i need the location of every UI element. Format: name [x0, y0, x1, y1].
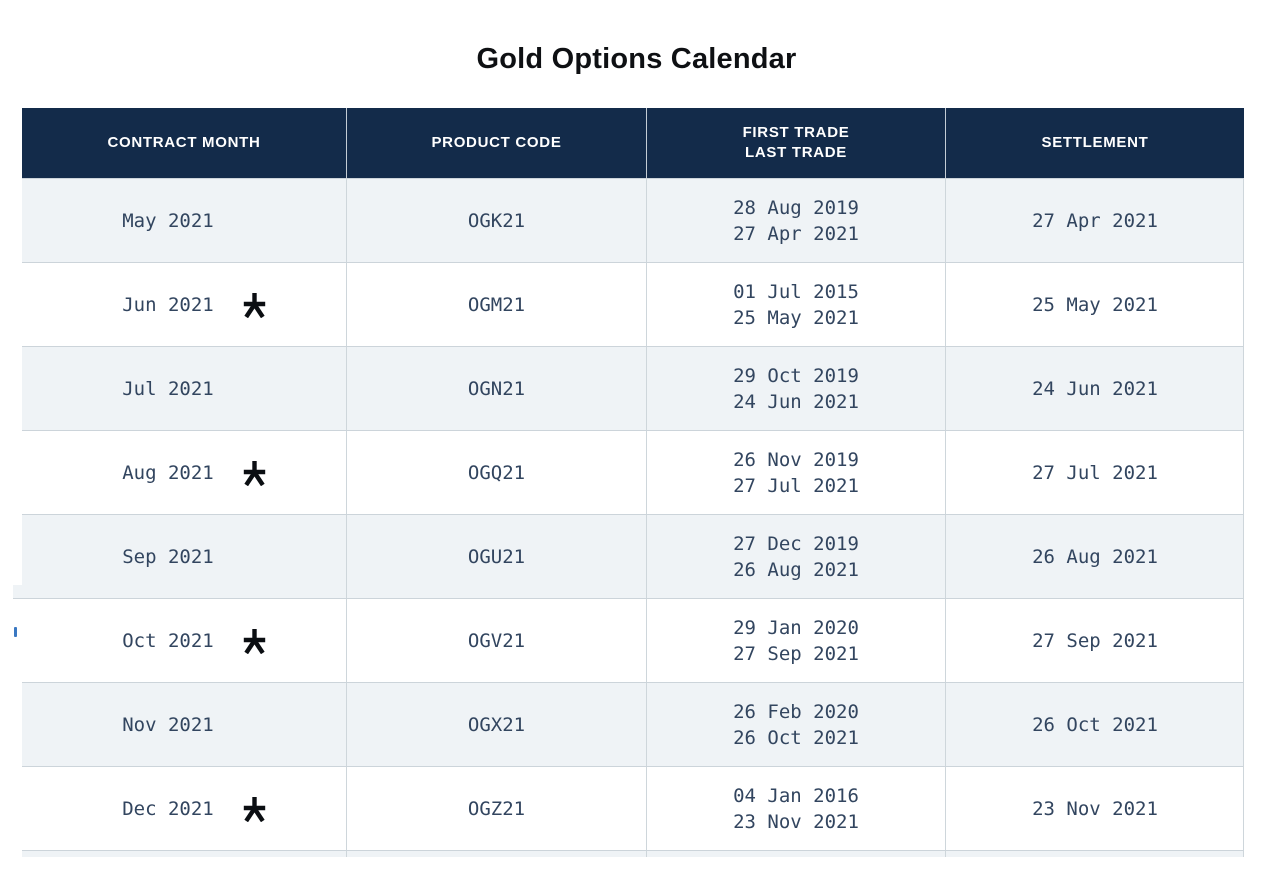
page-title: Gold Options Calendar	[476, 43, 797, 75]
table-row: Nov 2021 OGX21 26 Feb 2020 26 Oct 2021 2…	[22, 682, 1244, 766]
asterisk-icon	[243, 292, 266, 318]
contract-month-label: May 2021	[122, 209, 214, 232]
first-trade-date: 29 Oct 2019	[733, 364, 859, 387]
trade-dates-cell: 27 Dec 2019 26 Aug 2021	[646, 515, 945, 598]
contract-month-cell: May 2021	[22, 179, 346, 262]
contract-month-cell: Dec 2021	[22, 767, 346, 850]
settlement-date: 27 Apr 2021	[1032, 209, 1158, 232]
first-trade-date: 29 Jan 2020	[733, 616, 859, 639]
table-row: Jun 2021 OGM21 01 Jul 2015 25 May 2021 2…	[22, 262, 1244, 346]
product-code-value: OGV21	[467, 629, 526, 652]
settlement-cell: 26 Oct 2021	[945, 683, 1244, 766]
header-label-first-trade: FIRST TRADE	[742, 124, 850, 141]
last-trade-date: 23 Nov 2021	[733, 810, 859, 833]
trade-dates-cell: 26 Feb 2020 26 Oct 2021	[646, 683, 945, 766]
table-row: Dec 2021 OGZ21 04 Jan 2016 23 Nov 2021 2…	[22, 766, 1244, 850]
settlement-cell: 27 Jul 2021	[945, 431, 1244, 514]
table-row: May 2021 OGK21 28 Aug 2019 27 Apr 2021 2…	[22, 178, 1244, 262]
partial-table-row	[22, 850, 1244, 857]
row-edge-artifact	[13, 585, 22, 599]
trade-dates-cell: 29 Jan 2020 27 Sep 2021	[646, 599, 945, 682]
settlement-date: 24 Jun 2021	[1032, 377, 1158, 400]
header-label-contract-month: CONTRACT MONTH	[107, 134, 261, 151]
settlement-cell: 26 Aug 2021	[945, 515, 1244, 598]
settlement-cell: 27 Sep 2021	[945, 599, 1244, 682]
trade-dates-cell: 29 Oct 2019 24 Jun 2021	[646, 347, 945, 430]
table-row: Sep 2021 OGU21 27 Dec 2019 26 Aug 2021 2…	[22, 514, 1244, 598]
asterisk-icon	[243, 628, 266, 654]
product-code-value: OGZ21	[467, 797, 526, 820]
contract-month-label: Jun 2021	[122, 293, 214, 316]
product-code-cell: OGZ21	[346, 767, 646, 850]
trade-dates-cell: 01 Jul 2015 25 May 2021	[646, 263, 945, 346]
header-cell-settlement: SETTLEMENT	[945, 108, 1244, 178]
settlement-date: 25 May 2021	[1032, 293, 1158, 316]
contract-month-cell: Jun 2021	[22, 263, 346, 346]
last-trade-date: 25 May 2021	[733, 306, 859, 329]
product-code-cell: OGU21	[346, 515, 646, 598]
product-code-cell: OGV21	[346, 599, 646, 682]
contract-month-label: Jul 2021	[122, 377, 214, 400]
table-header-row: CONTRACT MONTH PRODUCT CODE FIRST TRADE …	[22, 108, 1244, 178]
last-trade-date: 27 Apr 2021	[733, 222, 859, 245]
contract-month-cell: Aug 2021	[22, 431, 346, 514]
contract-month-label: Dec 2021	[122, 797, 214, 820]
first-trade-date: 26 Feb 2020	[733, 700, 859, 723]
header-cell-contract-month: CONTRACT MONTH	[22, 108, 346, 178]
first-trade-date: 28 Aug 2019	[733, 196, 859, 219]
header-cell-product-code: PRODUCT CODE	[346, 108, 646, 178]
settlement-date: 23 Nov 2021	[1032, 797, 1158, 820]
contract-month-cell: Sep 2021	[22, 515, 346, 598]
settlement-cell: 25 May 2021	[945, 263, 1244, 346]
product-code-value: OGM21	[467, 293, 526, 316]
table-row: Oct 2021 OGV21 29 Jan 2020 27 Sep 2021 2…	[22, 598, 1244, 682]
product-code-value: OGN21	[467, 377, 526, 400]
header-label-settlement: SETTLEMENT	[1041, 134, 1149, 151]
last-trade-date: 24 Jun 2021	[733, 390, 859, 413]
last-trade-date: 27 Jul 2021	[733, 474, 859, 497]
asterisk-icon	[243, 460, 266, 486]
settlement-cell: 23 Nov 2021	[945, 767, 1244, 850]
last-trade-date: 26 Oct 2021	[733, 726, 859, 749]
product-code-cell: OGX21	[346, 683, 646, 766]
settlement-date: 27 Sep 2021	[1032, 629, 1158, 652]
first-trade-date: 26 Nov 2019	[733, 448, 859, 471]
product-code-value: OGX21	[467, 713, 526, 736]
trade-dates-cell: 28 Aug 2019 27 Apr 2021	[646, 179, 945, 262]
product-code-cell: OGK21	[346, 179, 646, 262]
contract-month-label: Sep 2021	[122, 545, 214, 568]
header-label-product-code: PRODUCT CODE	[431, 134, 562, 151]
product-code-cell: OGQ21	[346, 431, 646, 514]
contract-month-cell: Oct 2021	[22, 599, 346, 682]
contract-month-cell: Nov 2021	[22, 683, 346, 766]
first-trade-date: 27 Dec 2019	[733, 532, 859, 555]
header-label-last-trade: LAST TRADE	[745, 144, 847, 161]
last-trade-date: 26 Aug 2021	[733, 558, 859, 581]
settlement-date: 27 Jul 2021	[1032, 461, 1158, 484]
settlement-date: 26 Oct 2021	[1032, 713, 1158, 736]
trade-dates-cell: 26 Nov 2019 27 Jul 2021	[646, 431, 945, 514]
settlement-cell: 24 Jun 2021	[945, 347, 1244, 430]
product-code-cell: OGN21	[346, 347, 646, 430]
product-code-cell: OGM21	[346, 263, 646, 346]
header-cell-trade-dates: FIRST TRADE LAST TRADE	[646, 108, 945, 178]
table-row: Jul 2021 OGN21 29 Oct 2019 24 Jun 2021 2…	[22, 346, 1244, 430]
settlement-date: 26 Aug 2021	[1032, 545, 1158, 568]
first-trade-date: 01 Jul 2015	[733, 280, 859, 303]
settlement-cell: 27 Apr 2021	[945, 179, 1244, 262]
contract-month-label: Nov 2021	[122, 713, 214, 736]
product-code-value: OGU21	[467, 545, 526, 568]
contract-month-label: Aug 2021	[122, 461, 214, 484]
table-row: Aug 2021 OGQ21 26 Nov 2019 27 Jul 2021 2…	[22, 430, 1244, 514]
last-trade-date: 27 Sep 2021	[733, 642, 859, 665]
first-trade-date: 04 Jan 2016	[733, 784, 859, 807]
contract-month-cell: Jul 2021	[22, 347, 346, 430]
product-code-value: OGK21	[467, 209, 526, 232]
asterisk-icon	[243, 796, 266, 822]
trade-dates-cell: 04 Jan 2016 23 Nov 2021	[646, 767, 945, 850]
caret-artifact	[14, 627, 17, 637]
product-code-value: OGQ21	[467, 461, 526, 484]
gold-options-table: CONTRACT MONTH PRODUCT CODE FIRST TRADE …	[22, 108, 1244, 857]
contract-month-label: Oct 2021	[122, 629, 214, 652]
